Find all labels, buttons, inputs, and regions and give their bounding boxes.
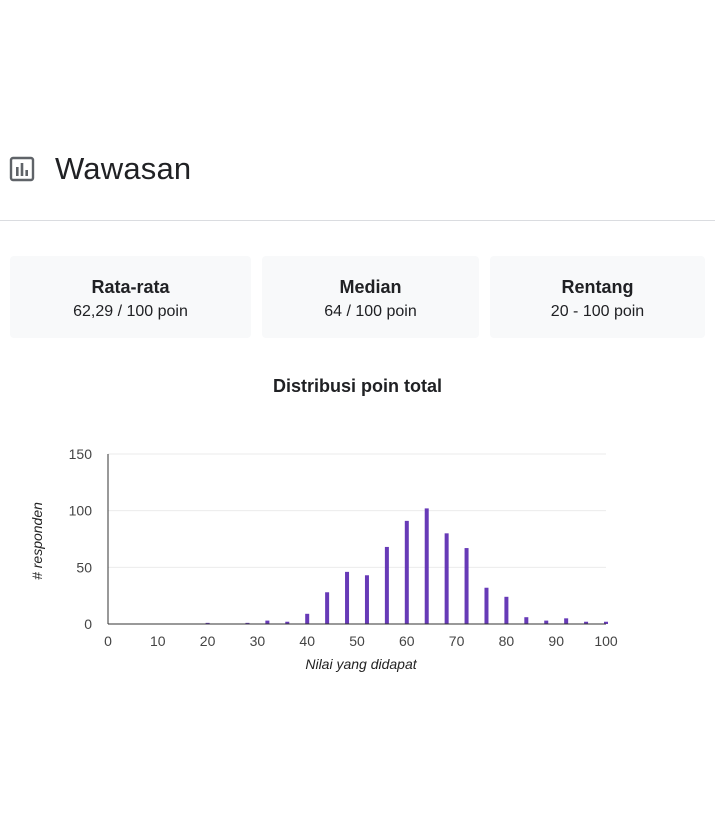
stat-card-range: Rentang 20 - 100 poin xyxy=(490,256,705,338)
x-tick-label: 90 xyxy=(548,633,564,649)
chart-bar xyxy=(404,520,409,624)
chart-bar xyxy=(584,621,589,624)
x-tick-label: 60 xyxy=(399,633,415,649)
x-tick-label: 10 xyxy=(150,633,166,649)
chart-title: Distribusi poin total xyxy=(273,376,442,396)
x-axis-label: Nilai yang didapat xyxy=(305,656,417,672)
chart-bar xyxy=(384,546,389,624)
stat-label-median: Median xyxy=(339,277,402,297)
chart-bar xyxy=(604,621,608,624)
chart-bar xyxy=(325,592,330,624)
section-header: Wawasan xyxy=(0,140,715,200)
y-tick-label: 150 xyxy=(69,446,93,462)
y-axis-label: # responden xyxy=(29,502,45,580)
chart-bar xyxy=(464,548,469,624)
chart-bar xyxy=(504,596,509,624)
y-tick-label: 0 xyxy=(84,616,92,632)
x-tick-label: 80 xyxy=(499,633,515,649)
chart-bar xyxy=(424,508,429,624)
chart-bar xyxy=(245,622,250,624)
chart-bar xyxy=(524,617,529,624)
score-distribution-chart: 0 50 100 150 0 10 20 30 40 50 60 70 80 90 100 Nilai yan… xyxy=(29,446,618,672)
stat-card-median: Median 64 / 100 poin xyxy=(262,256,479,338)
stat-value-median: 64 / 100 poin xyxy=(324,303,417,320)
x-tick-label: 40 xyxy=(299,633,315,649)
stat-label-mean: Rata-rata xyxy=(91,277,170,297)
x-tick-label: 30 xyxy=(250,633,266,649)
chart-bar xyxy=(345,571,350,624)
chart-bar xyxy=(265,620,270,624)
chart-bar xyxy=(285,621,290,624)
stat-card-mean: Rata-rata 62,29 / 100 poin xyxy=(10,256,251,338)
x-tick-label: 70 xyxy=(449,633,465,649)
chart-bar xyxy=(205,622,210,624)
x-tick-label: 100 xyxy=(594,633,618,649)
stat-value-mean: 62,29 / 100 poin xyxy=(73,303,188,320)
x-tick-label: 50 xyxy=(349,633,365,649)
chart-bar xyxy=(544,620,549,624)
stat-label-range: Rentang xyxy=(561,277,634,297)
chart-bar xyxy=(364,575,369,624)
y-tick-label: 100 xyxy=(69,503,93,519)
chart-bar xyxy=(484,587,489,624)
section-title: Wawasan xyxy=(55,151,192,186)
bar-chart-icon xyxy=(9,156,35,182)
chart-bar xyxy=(564,618,569,624)
x-tick-label: 20 xyxy=(200,633,216,649)
x-tick-label: 0 xyxy=(104,633,112,649)
chart-bar xyxy=(305,613,310,624)
section-divider xyxy=(0,220,715,221)
stat-value-range: 20 - 100 poin xyxy=(550,303,645,320)
y-tick-label: 50 xyxy=(76,559,92,575)
chart-bar xyxy=(444,533,449,624)
